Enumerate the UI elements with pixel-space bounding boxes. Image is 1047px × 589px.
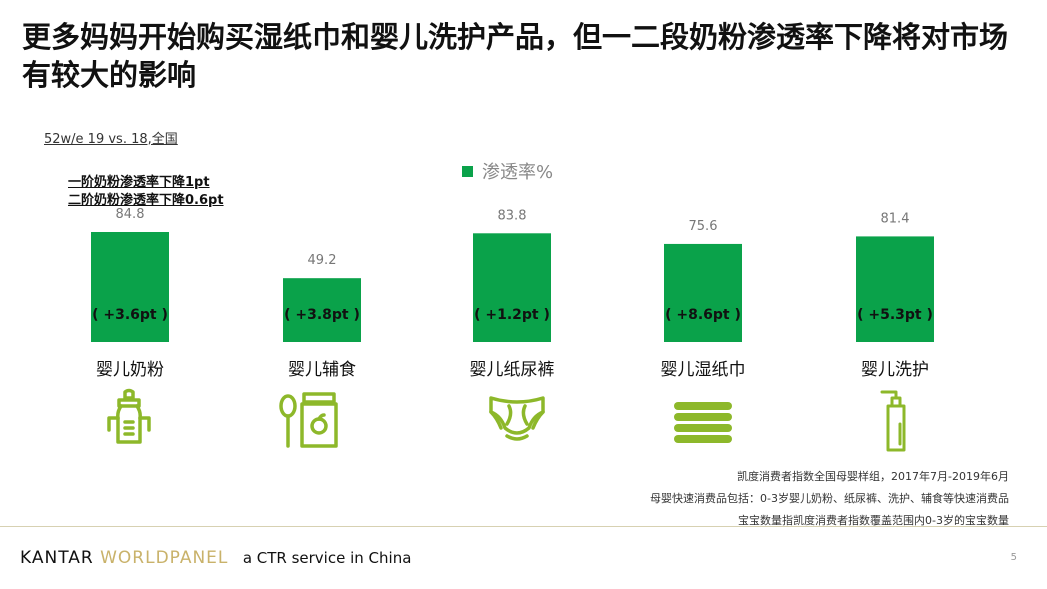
change-label-4: ( +5.3pt ) [857, 307, 933, 323]
baby-bottle-icon [107, 388, 151, 444]
chart-legend: 渗透率% [462, 158, 553, 184]
bar-2 [473, 233, 551, 342]
value-label-1: 49.2 [308, 253, 337, 268]
baby-food-jar-icon [279, 392, 338, 448]
footnote-definition: 母婴快速消费品包括：0-3岁婴儿奶粉、纸尿裤、洗护、辅食等快速消费品 [650, 492, 1009, 505]
change-label-1: ( +3.8pt ) [284, 307, 360, 323]
legend-swatch [462, 165, 473, 177]
bar-chart: 84.8 ( +3.6pt ) 婴儿奶粉 49.2 ( +3.8pt ) 婴儿辅食 83.8… [91, 207, 934, 380]
legend-label: 渗透率% [482, 162, 554, 183]
footnote-source: 凯度消费者指数全国母婴样组，2017年7月-2019年6月 [737, 470, 1009, 483]
bar-4 [856, 236, 934, 342]
note-stage2: 二阶奶粉渗透率下降0.6pt [68, 193, 224, 208]
scope-label: 52w/e 19 vs. 18,全国 [44, 132, 178, 147]
value-label-0: 84.8 [116, 207, 145, 222]
wet-wipes-icon [674, 402, 732, 443]
brand-worldpanel: WORLDPANEL [100, 548, 229, 568]
value-label-2: 83.8 [498, 208, 527, 223]
page-number: 5 [1010, 552, 1017, 563]
change-label-0: ( +3.6pt ) [92, 307, 168, 323]
footer-divider [0, 526, 1047, 527]
lotion-pump-icon [880, 390, 906, 452]
diaper-icon [489, 396, 545, 441]
page-title: 更多妈妈开始购买湿纸巾和婴儿洗护产品，但一二段奶粉渗透率下降将对市场有较大的影响 [22, 20, 1009, 92]
value-label-4: 81.4 [881, 211, 910, 226]
category-label-3: 婴儿湿纸巾 [661, 360, 746, 380]
change-label-3: ( +8.6pt ) [665, 307, 741, 323]
bar-1 [283, 278, 361, 342]
bar-0 [91, 232, 169, 342]
brand-kantar: KANTAR [20, 548, 94, 568]
footnote-baby-count: 宝宝数量指凯度消费者指数覆盖范围内0-3岁的宝宝数量 [738, 514, 1009, 527]
change-label-2: ( +1.2pt ) [474, 307, 550, 323]
category-label-4: 婴儿洗护 [861, 360, 929, 380]
brand-tagline: a CTR service in China [242, 549, 412, 567]
value-label-3: 75.6 [689, 219, 718, 234]
bar-3 [664, 243, 742, 342]
note-stage1: 一阶奶粉渗透率下降1pt [68, 175, 210, 190]
category-label-1: 婴儿辅食 [288, 360, 356, 380]
brand-logo: KANTAR WORLDPANEL a CTR service in China [20, 548, 411, 568]
category-label-2: 婴儿纸尿裤 [470, 360, 555, 380]
category-label-0: 婴儿奶粉 [96, 360, 164, 380]
